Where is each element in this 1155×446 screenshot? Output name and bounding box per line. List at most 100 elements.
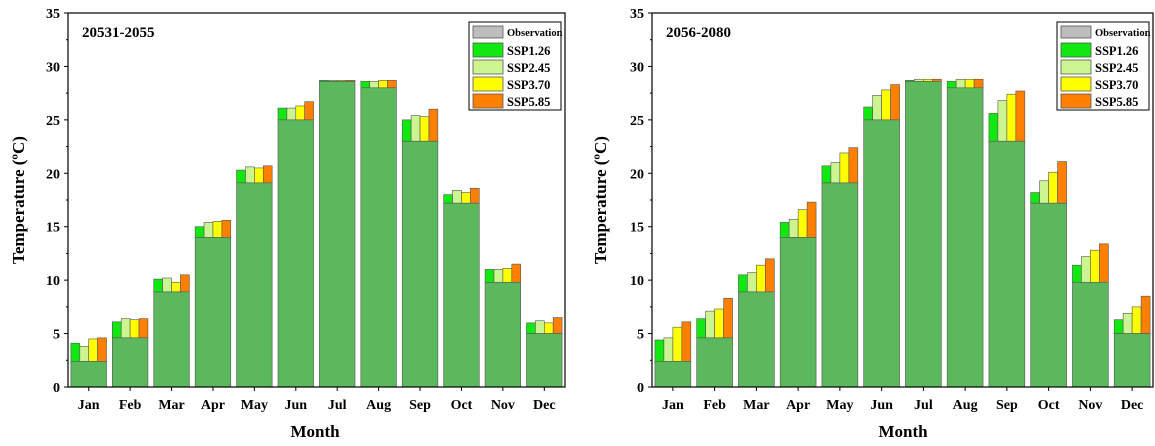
bar-ssp245-jun: [286, 107, 297, 121]
bar-observation-may: [236, 182, 273, 388]
bar-ssp585-mar: [765, 258, 775, 293]
bar-ssp126-feb: [112, 321, 122, 339]
legend-swatch-ssp245: [1060, 59, 1092, 75]
bar-ssp245-aug: [369, 81, 379, 89]
bar-ssp245-jan: [663, 337, 674, 362]
bar-ssp245-apr: [203, 222, 214, 238]
bar-ssp245-apr: [788, 218, 799, 238]
x-tick-label: Dec: [533, 398, 556, 413]
x-tick-label: Oct: [1038, 398, 1060, 413]
bar-observation-jun: [863, 119, 900, 388]
bar-ssp245-sep: [997, 100, 1008, 142]
bar-observation-nov: [1072, 281, 1109, 388]
y-tick-label: 10: [46, 274, 60, 289]
bar-ssp126-jan: [654, 339, 665, 362]
legend-swatch-ssp126: [1060, 42, 1092, 58]
bar-observation-feb: [696, 337, 733, 388]
bar-ssp370-aug: [964, 78, 975, 89]
bar-ssp585-jan: [97, 337, 107, 362]
bar-ssp370-dec: [1131, 306, 1142, 334]
bar-ssp245-nov: [493, 269, 504, 283]
bar-ssp126-oct: [1030, 192, 1040, 204]
bar-ssp126-aug: [946, 81, 957, 89]
bar-ssp370-jun: [295, 105, 305, 121]
bar-ssp126-feb: [696, 318, 706, 339]
bar-ssp585-apr: [221, 220, 232, 238]
legend-label: SSP5.85: [1095, 95, 1138, 109]
bar-ssp126-may: [821, 165, 832, 184]
bar-ssp370-jan: [672, 326, 683, 362]
bar-ssp370-apr: [212, 221, 223, 238]
x-tick-label: Mar: [158, 398, 184, 413]
bar-ssp370-oct: [1048, 171, 1058, 204]
bar-ssp370-jan: [88, 338, 98, 362]
y-tick-label: 30: [630, 60, 644, 75]
bar-ssp126-may: [236, 169, 246, 184]
bar-ssp245-dec: [535, 320, 545, 334]
bar-ssp370-mar: [171, 281, 181, 293]
panel-label: 2056-2080: [666, 25, 731, 41]
legend-swatch-ssp585: [1060, 93, 1092, 109]
bar-ssp245-oct: [452, 190, 462, 204]
legend-label: SSP3.70: [1095, 78, 1138, 92]
y-tick-label: 5: [637, 328, 644, 343]
y-tick-label: 5: [53, 328, 60, 343]
bar-ssp370-dec: [543, 322, 554, 334]
bar-ssp126-jun: [863, 106, 873, 121]
y-tick-label: 30: [46, 60, 60, 75]
panel-label: 20531-2055: [82, 25, 155, 41]
x-tick-label: Apr: [786, 398, 810, 413]
bar-ssp585-mar: [180, 274, 190, 293]
x-tick-label: Dec: [1121, 398, 1144, 413]
bar-ssp126-dec: [526, 322, 536, 334]
bar-ssp585-dec: [1140, 295, 1151, 334]
bar-ssp370-sep: [1006, 93, 1017, 142]
bar-ssp585-jun: [890, 84, 900, 121]
chart-panel-1: Jan Feb Mar Apr May Jun Jul Aug Sep Oct Nov Dec 0 5 10…: [9, 7, 566, 441]
x-tick-label: Jun: [870, 398, 893, 413]
bar-observation-dec: [1113, 333, 1151, 388]
bar-ssp585-feb: [138, 318, 149, 339]
y-tick-label: 15: [630, 221, 644, 236]
x-tick-label: Jan: [78, 398, 100, 413]
bar-ssp245-feb: [120, 318, 131, 339]
legend-swatch-ssp370: [472, 76, 504, 92]
bar-ssp585-sep: [1015, 90, 1026, 142]
bar-observation-nov: [484, 281, 521, 388]
bar-observation-sep: [401, 140, 439, 388]
bar-ssp245-jul: [914, 78, 924, 82]
bar-ssp585-oct: [1057, 161, 1067, 204]
legend-label: Observation: [1095, 28, 1151, 39]
bar-ssp126-nov: [484, 269, 495, 283]
bar-ssp585-jun: [304, 101, 314, 121]
legend: Observation SSP1.26 SSP2.45 SSP3.70 SSP5.85: [1056, 21, 1151, 111]
x-tick-label: Sep: [409, 398, 431, 413]
x-tick-label: Feb: [119, 398, 142, 413]
bar-observation-sep: [988, 140, 1026, 388]
bar-observation-aug: [360, 87, 397, 388]
bar-ssp126-mar: [153, 278, 163, 293]
legend-label: Observation: [507, 28, 563, 39]
bar-ssp585-nov: [511, 263, 521, 283]
bar-observation-feb: [112, 337, 149, 388]
bar-ssp126-oct: [443, 194, 453, 204]
y-tick-label: 35: [630, 7, 644, 22]
bar-ssp126-apr: [194, 226, 205, 238]
x-tick-label: Feb: [703, 398, 726, 413]
bar-ssp585-aug: [973, 78, 984, 89]
y-axis-label: Temperature (ºC): [591, 136, 610, 264]
legend: Observation SSP1.26 SSP2.45 SSP3.70 SSP5.85: [468, 21, 563, 111]
legend-label: SSP2.45: [1095, 61, 1138, 75]
bar-ssp126-sep: [988, 113, 999, 142]
legend-label: SSP5.85: [507, 95, 550, 109]
bar-ssp585-apr: [806, 201, 817, 238]
bar-ssp245-nov: [1081, 256, 1091, 283]
x-tick-label: May: [241, 398, 268, 413]
x-tick-label: Aug: [953, 398, 978, 413]
bar-observation-mar: [153, 291, 190, 388]
bar-ssp245-jan: [79, 346, 90, 362]
bar-ssp585-nov: [1099, 243, 1109, 283]
bar-ssp370-sep: [419, 116, 430, 142]
